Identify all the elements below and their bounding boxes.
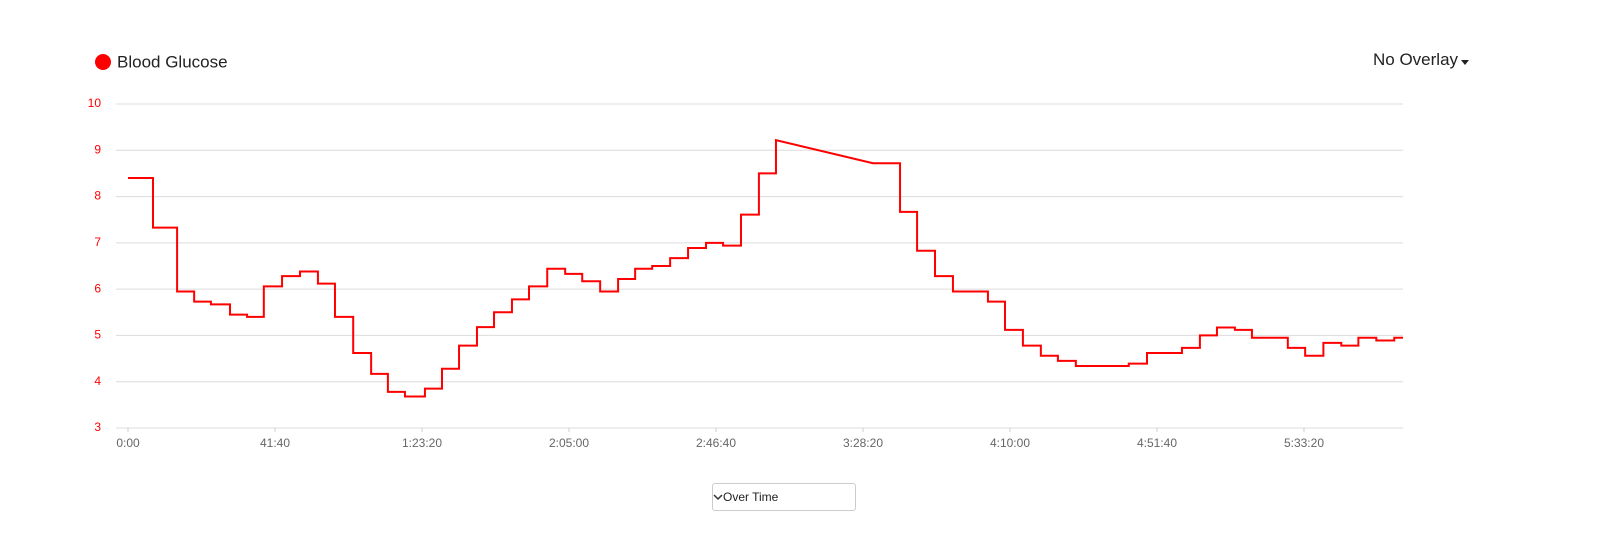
overlay-dropdown[interactable]: No Overlay [1373,50,1470,70]
y-tick-label: 6 [94,281,101,295]
y-tick-label: 8 [94,189,101,203]
y-tick-label: 7 [94,235,101,249]
x-tick-label: 1:23:20 [402,436,442,450]
x-tick-label: 5:33:20 [1284,436,1324,450]
y-tick-label: 4 [94,374,101,388]
dropdown-arrow [1461,59,1470,65]
x-tick-label: 0:00 [116,436,140,450]
mode-label: Over Time [723,490,779,504]
y-tick-label: 10 [88,96,102,110]
y-tick-label: 5 [94,328,101,342]
x-tick-label: 4:10:00 [990,436,1030,450]
x-tick-label: 2:46:40 [696,436,736,450]
x-tick-label: 3:28:20 [843,436,883,450]
x-tick-label: 41:40 [260,436,290,450]
select-arrow [713,494,723,501]
legend-marker [95,54,111,70]
x-tick-label: 4:51:40 [1137,436,1177,450]
glucose-line [128,138,1403,398]
y-tick-label: 3 [94,420,101,434]
mode-select[interactable]: Over Time [712,483,856,511]
overlay-label: No Overlay [1373,50,1459,69]
chart: Blood Glucose 3 4 5 6 7 8 9 10 0:00 41:40 1:23:20 2… [88,52,1403,450]
legend-label: Blood Glucose [117,52,228,71]
y-tick-label: 9 [94,142,101,156]
x-tick-label: 2:05:00 [549,436,589,450]
